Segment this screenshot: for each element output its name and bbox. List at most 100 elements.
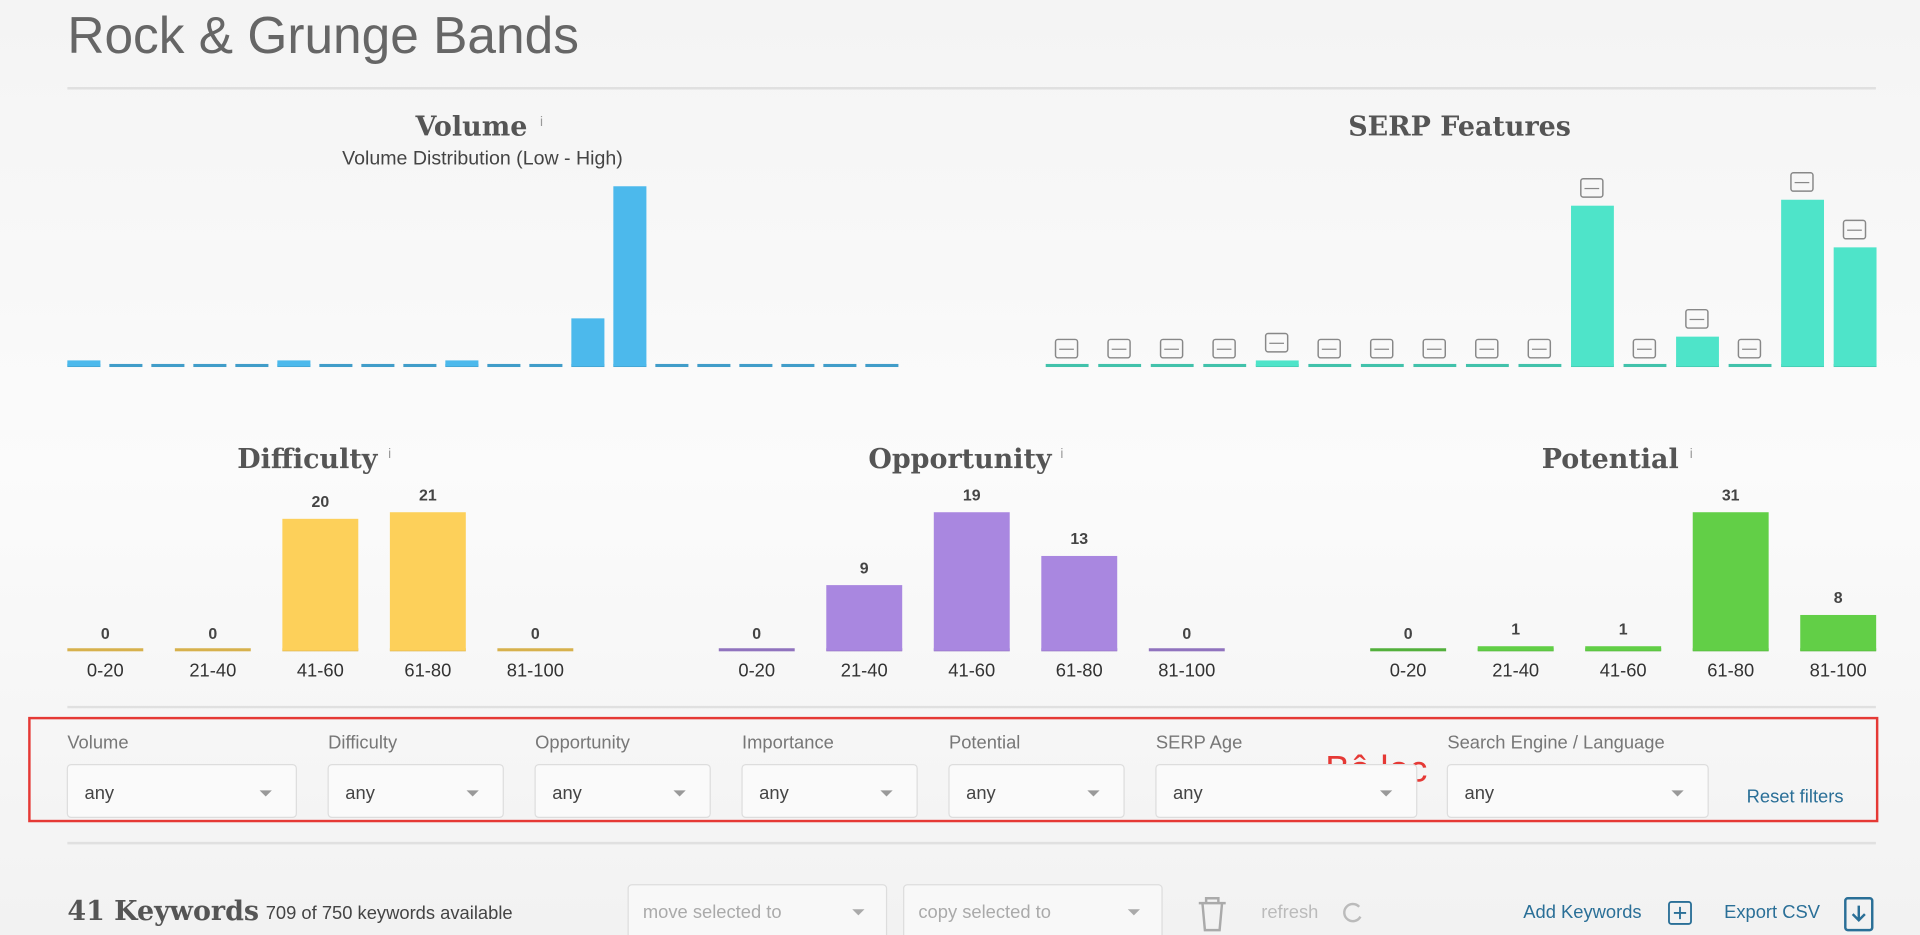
x-tick-label: 41-60: [297, 659, 344, 680]
info-marker[interactable]: i: [1690, 446, 1693, 461]
bar: [67, 360, 101, 367]
x-tick-label: 81-100: [1810, 659, 1867, 680]
bar: [282, 518, 359, 651]
info-marker[interactable]: i: [388, 446, 391, 461]
serp-icon: [1212, 338, 1236, 359]
value-label: 0: [752, 626, 761, 643]
bar-baseline: [781, 363, 815, 368]
x-tick-label: 61-80: [404, 659, 451, 680]
x-tick-label: 41-60: [948, 659, 995, 680]
filter-select[interactable]: [741, 764, 918, 818]
bar-baseline: [655, 363, 689, 368]
export-icon: [1844, 897, 1874, 932]
refresh-icon: [1343, 902, 1362, 923]
bar-baseline: [1370, 648, 1447, 652]
bar: [571, 318, 605, 367]
filter-value: any: [345, 782, 375, 803]
filter-label: Importance: [742, 732, 834, 753]
bar-baseline: [1308, 363, 1352, 368]
x-tick-label: 21-40: [1492, 659, 1539, 680]
bar-baseline: [823, 363, 857, 368]
value-label: 31: [1722, 487, 1740, 504]
filter-select[interactable]: [948, 764, 1125, 818]
chart-title: Opportunity: [868, 444, 1053, 475]
bar-baseline: [403, 363, 437, 368]
refresh-button[interactable]: refresh: [1261, 901, 1318, 922]
bar-baseline: [529, 363, 563, 368]
serp-icon: [1264, 332, 1289, 353]
reset-filters[interactable]: Reset filters: [1747, 786, 1844, 807]
bar-baseline: [718, 648, 795, 652]
copy-select[interactable]: [903, 884, 1163, 935]
bar-baseline: [1098, 363, 1142, 368]
bar-baseline: [1465, 363, 1509, 368]
chart-subtitle: Volume Distribution (Low - High): [342, 147, 623, 169]
x-tick-label: 41-60: [1600, 659, 1647, 680]
export-csv[interactable]: Export CSV: [1724, 901, 1821, 922]
filter-select[interactable]: [327, 764, 504, 818]
x-tick-label: 21-40: [841, 659, 888, 680]
bar-baseline: [174, 648, 251, 652]
dropdown-arrow: [259, 790, 272, 797]
x-tick-label: 0-20: [87, 659, 124, 680]
bar-baseline: [193, 363, 227, 368]
serp-icon: [1054, 338, 1079, 359]
bar: [933, 512, 1010, 651]
bar: [1585, 646, 1662, 651]
bar: [1477, 646, 1554, 651]
bar: [1255, 360, 1299, 367]
x-tick-label: 81-100: [507, 659, 564, 680]
bar-baseline: [109, 363, 143, 368]
filter-label: SERP Age: [1156, 732, 1242, 753]
serp-icon: [1632, 338, 1657, 359]
bar: [445, 360, 479, 367]
value-label: 21: [419, 487, 437, 504]
bar: [1833, 247, 1877, 367]
value-label: 0: [1404, 626, 1413, 643]
serp-icon: [1842, 219, 1867, 240]
info-marker[interactable]: i: [1060, 446, 1063, 461]
add-icon: [1668, 900, 1692, 925]
x-tick-label: 0-20: [1390, 659, 1427, 680]
keyword-count: 41 Keywords: [67, 896, 259, 927]
filter-select[interactable]: [66, 764, 297, 818]
bar-baseline: [235, 363, 269, 368]
value-label: 9: [860, 560, 869, 577]
value-label: 19: [963, 487, 981, 504]
dropdown-arrow: [1127, 909, 1140, 916]
chart-title: Potential: [1542, 444, 1679, 475]
x-tick-label: 81-100: [1158, 659, 1215, 680]
bar-baseline: [1518, 363, 1562, 368]
filter-value: any: [759, 782, 789, 803]
value-label: 0: [101, 626, 110, 643]
bar-baseline: [739, 363, 773, 368]
bar-baseline: [67, 648, 144, 652]
filter-value: any: [1464, 782, 1494, 803]
value-label: 1: [1619, 622, 1628, 639]
filter-select[interactable]: [1446, 764, 1709, 818]
info-marker[interactable]: i: [540, 114, 543, 129]
value-label: 20: [311, 494, 329, 511]
bar: [1571, 205, 1614, 367]
bar: [826, 585, 903, 651]
add-keywords[interactable]: Add Keywords: [1523, 901, 1641, 922]
filter-select[interactable]: [1155, 764, 1418, 818]
filter-label: Difficulty: [328, 732, 398, 753]
dropdown-arrow: [466, 790, 479, 797]
filter-select[interactable]: [534, 764, 711, 818]
move-select[interactable]: [627, 884, 888, 935]
trash-icon[interactable]: [1198, 897, 1226, 932]
serp-icon: [1317, 338, 1341, 359]
move-select-text: move selected to: [643, 901, 782, 922]
x-tick-label: 61-80: [1056, 659, 1103, 680]
bar: [613, 186, 647, 367]
serp-icon: [1580, 178, 1604, 198]
dropdown-arrow: [1671, 790, 1684, 797]
value-label: 0: [531, 626, 540, 643]
bar-baseline: [1203, 363, 1247, 368]
bar-baseline: [151, 363, 185, 368]
value-label: 1: [1511, 622, 1520, 639]
highlight-box: [28, 716, 1879, 823]
